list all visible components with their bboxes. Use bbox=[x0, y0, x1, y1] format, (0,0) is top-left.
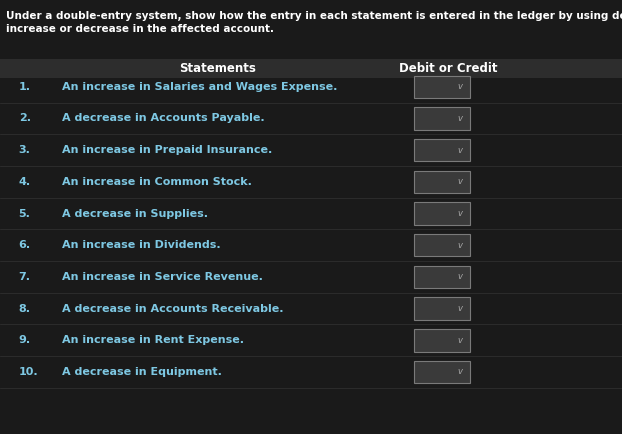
Text: 6.: 6. bbox=[19, 240, 30, 250]
Text: v: v bbox=[457, 336, 462, 345]
Text: An increase in Common Stock.: An increase in Common Stock. bbox=[62, 177, 252, 187]
Text: 3.: 3. bbox=[19, 145, 30, 155]
Text: 8.: 8. bbox=[19, 303, 30, 314]
Text: v: v bbox=[457, 82, 462, 91]
FancyBboxPatch shape bbox=[414, 329, 470, 352]
FancyBboxPatch shape bbox=[0, 59, 622, 78]
Text: A decrease in Accounts Payable.: A decrease in Accounts Payable. bbox=[62, 113, 265, 124]
Text: v: v bbox=[457, 304, 462, 313]
Text: v: v bbox=[457, 114, 462, 123]
Text: A decrease in Equipment.: A decrease in Equipment. bbox=[62, 367, 222, 377]
Text: Statements: Statements bbox=[179, 62, 256, 75]
Text: 10.: 10. bbox=[19, 367, 39, 377]
Text: 4.: 4. bbox=[19, 177, 30, 187]
Text: v: v bbox=[457, 178, 462, 186]
Text: v: v bbox=[457, 273, 462, 281]
Text: Debit or Credit: Debit or Credit bbox=[399, 62, 497, 75]
Text: An increase in Service Revenue.: An increase in Service Revenue. bbox=[62, 272, 263, 282]
Text: A decrease in Accounts Receivable.: A decrease in Accounts Receivable. bbox=[62, 303, 284, 314]
FancyBboxPatch shape bbox=[414, 234, 470, 256]
FancyBboxPatch shape bbox=[414, 76, 470, 98]
Text: An increase in Rent Expense.: An increase in Rent Expense. bbox=[62, 335, 244, 345]
Text: 5.: 5. bbox=[19, 208, 30, 219]
FancyBboxPatch shape bbox=[414, 202, 470, 225]
Text: An increase in Prepaid Insurance.: An increase in Prepaid Insurance. bbox=[62, 145, 272, 155]
FancyBboxPatch shape bbox=[414, 266, 470, 288]
FancyBboxPatch shape bbox=[414, 297, 470, 320]
FancyBboxPatch shape bbox=[414, 361, 470, 383]
FancyBboxPatch shape bbox=[414, 107, 470, 130]
Text: v: v bbox=[457, 368, 462, 376]
Text: Under a double-entry system, show how the entry in each statement is entered in : Under a double-entry system, show how th… bbox=[6, 11, 622, 21]
Text: increase or decrease in the affected account.: increase or decrease in the affected acc… bbox=[6, 24, 274, 34]
Text: 9.: 9. bbox=[19, 335, 30, 345]
Text: v: v bbox=[457, 209, 462, 218]
Text: 1.: 1. bbox=[19, 82, 30, 92]
Text: An increase in Dividends.: An increase in Dividends. bbox=[62, 240, 221, 250]
FancyBboxPatch shape bbox=[414, 171, 470, 193]
Text: 2.: 2. bbox=[19, 113, 30, 124]
Text: v: v bbox=[457, 146, 462, 155]
FancyBboxPatch shape bbox=[414, 139, 470, 161]
Text: An increase in Salaries and Wages Expense.: An increase in Salaries and Wages Expens… bbox=[62, 82, 338, 92]
Text: 7.: 7. bbox=[19, 272, 30, 282]
Text: v: v bbox=[457, 241, 462, 250]
Text: A decrease in Supplies.: A decrease in Supplies. bbox=[62, 208, 208, 219]
